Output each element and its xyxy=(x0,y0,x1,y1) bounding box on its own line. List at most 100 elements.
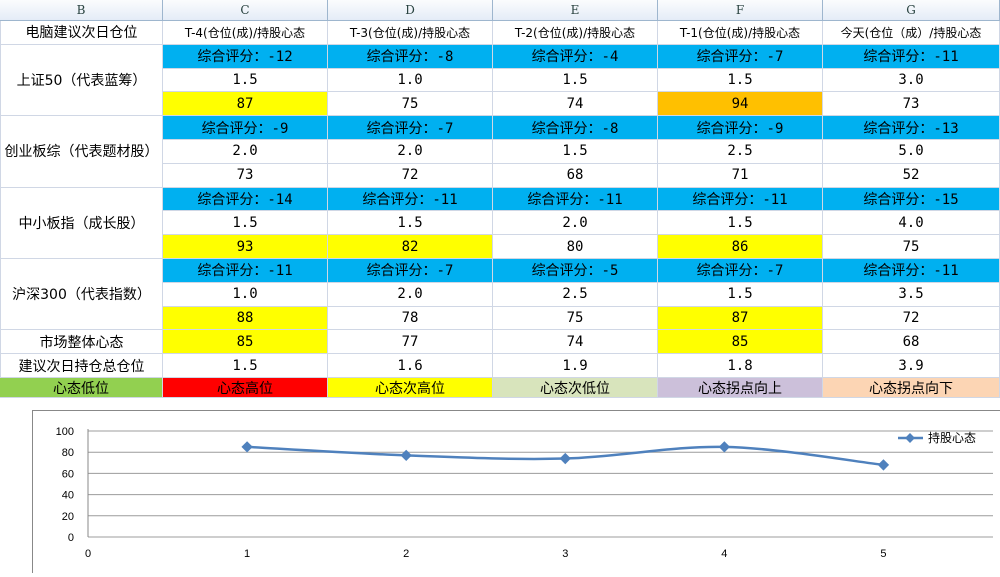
column-header-F[interactable]: F xyxy=(658,0,823,21)
position-cell[interactable]: 2.0 xyxy=(493,211,658,236)
data-point xyxy=(400,449,412,462)
total-position-label[interactable]: 建议次日持仓总仓位 xyxy=(0,354,163,378)
header-day-3[interactable]: T-1(仓位(成)/持股心态 xyxy=(658,21,823,45)
mood-cell[interactable]: 86 xyxy=(658,235,823,259)
score-cell[interactable]: 综合评分：-11 xyxy=(823,44,1000,69)
mood-cell[interactable]: 73 xyxy=(163,163,328,188)
line-chart[interactable]: 0 20 40 60 80 100 0 1 2 3 4 5 持股心态 xyxy=(32,410,1000,573)
position-cell[interactable]: 5.0 xyxy=(823,140,1000,164)
position-cell[interactable]: 1.5 xyxy=(163,68,328,93)
score-cell[interactable]: 综合评分：-7 xyxy=(328,116,493,140)
score-cell[interactable]: 综合评分：-13 xyxy=(823,116,1000,140)
score-cell[interactable]: 综合评分：-7 xyxy=(658,259,823,283)
legend-swatch[interactable]: 心态次高位 xyxy=(328,378,493,398)
mood-cell[interactable]: 87 xyxy=(163,92,328,117)
score-cell[interactable]: 综合评分：-4 xyxy=(493,44,658,69)
header-day-4[interactable]: 今天(仓位（成）/持股心态 xyxy=(823,21,1000,45)
total-position-cell[interactable]: 1.8 xyxy=(658,354,823,378)
legend-swatch[interactable]: 心态高位 xyxy=(163,378,328,398)
mood-cell[interactable]: 68 xyxy=(493,163,658,188)
legend-swatch[interactable]: 心态低位 xyxy=(0,378,163,398)
mood-cell[interactable]: 82 xyxy=(328,235,493,259)
position-cell[interactable]: 2.0 xyxy=(328,140,493,164)
mood-cell[interactable]: 78 xyxy=(328,306,493,331)
position-cell[interactable]: 1.5 xyxy=(328,211,493,236)
score-cell[interactable]: 综合评分：-7 xyxy=(658,44,823,69)
total-position-cell[interactable]: 1.5 xyxy=(163,354,328,378)
score-cell[interactable]: 综合评分：-12 xyxy=(163,44,328,69)
position-cell[interactable]: 4.0 xyxy=(823,211,1000,236)
mood-cell[interactable]: 74 xyxy=(493,92,658,117)
position-cell[interactable]: 1.5 xyxy=(493,68,658,93)
legend-swatch[interactable]: 心态拐点向下 xyxy=(823,378,1000,398)
column-header-E[interactable]: E xyxy=(493,0,658,21)
total-position-cell[interactable]: 3.9 xyxy=(823,354,1000,378)
score-cell[interactable]: 综合评分：-15 xyxy=(823,187,1000,212)
position-cell[interactable]: 1.0 xyxy=(163,282,328,307)
mood-cell[interactable]: 80 xyxy=(493,235,658,259)
score-cell[interactable]: 综合评分：-11 xyxy=(163,259,328,283)
score-cell[interactable]: 综合评分：-11 xyxy=(823,259,1000,283)
legend-swatch[interactable]: 心态拐点向上 xyxy=(658,378,823,398)
mood-cell[interactable]: 75 xyxy=(328,92,493,117)
market-mood-cell[interactable]: 85 xyxy=(658,330,823,355)
position-cell[interactable]: 3.0 xyxy=(823,68,1000,93)
position-cell[interactable]: 1.5 xyxy=(658,282,823,307)
mood-cell[interactable]: 71 xyxy=(658,163,823,188)
position-cell[interactable]: 1.5 xyxy=(163,211,328,236)
mood-cell[interactable]: 75 xyxy=(823,235,1000,259)
column-header-C[interactable]: C xyxy=(163,0,328,21)
mood-cell[interactable]: 52 xyxy=(823,163,1000,188)
position-cell[interactable]: 1.0 xyxy=(328,68,493,93)
mood-cell[interactable]: 94 xyxy=(658,92,823,117)
position-cell[interactable]: 1.5 xyxy=(493,140,658,164)
position-cell[interactable]: 2.5 xyxy=(658,140,823,164)
mood-cell[interactable]: 75 xyxy=(493,306,658,331)
score-cell[interactable]: 综合评分：-9 xyxy=(658,116,823,140)
market-mood-cell[interactable]: 77 xyxy=(328,330,493,355)
score-cell[interactable]: 综合评分：-8 xyxy=(328,44,493,69)
position-cell[interactable]: 3.5 xyxy=(823,282,1000,307)
header-row-label[interactable]: 电脑建议次日仓位 xyxy=(0,21,163,45)
mood-cell[interactable]: 93 xyxy=(163,235,328,259)
x-tick-label: 5 xyxy=(880,548,886,560)
header-day-2[interactable]: T-2(仓位(成)/持股心态 xyxy=(493,21,658,45)
column-header-G[interactable]: G xyxy=(823,0,1000,21)
position-cell[interactable]: 1.5 xyxy=(658,211,823,236)
x-tick-label: 3 xyxy=(562,548,568,560)
mood-cell[interactable]: 87 xyxy=(658,306,823,331)
header-day-0[interactable]: T-4(仓位(成)/持股心态 xyxy=(163,21,328,45)
position-cell[interactable]: 2.0 xyxy=(328,282,493,307)
x-tick-label: 1 xyxy=(244,548,250,560)
mood-cell[interactable]: 72 xyxy=(328,163,493,188)
market-mood-cell[interactable]: 74 xyxy=(493,330,658,355)
group-label[interactable]: 中小板指（成长股） xyxy=(0,187,163,259)
score-cell[interactable]: 综合评分：-14 xyxy=(163,187,328,212)
total-position-cell[interactable]: 1.6 xyxy=(328,354,493,378)
score-cell[interactable]: 综合评分：-9 xyxy=(163,116,328,140)
header-day-1[interactable]: T-3(仓位(成)/持股心态 xyxy=(328,21,493,45)
legend-swatch[interactable]: 心态次低位 xyxy=(493,378,658,398)
mood-cell[interactable]: 72 xyxy=(823,306,1000,331)
score-cell[interactable]: 综合评分：-11 xyxy=(493,187,658,212)
market-mood-label[interactable]: 市场整体心态 xyxy=(0,330,163,355)
score-cell[interactable]: 综合评分：-11 xyxy=(328,187,493,212)
mood-cell[interactable]: 88 xyxy=(163,306,328,331)
position-cell[interactable]: 1.5 xyxy=(658,68,823,93)
position-cell[interactable]: 2.0 xyxy=(163,140,328,164)
column-header-D[interactable]: D xyxy=(328,0,493,21)
position-cell[interactable]: 2.5 xyxy=(493,282,658,307)
score-cell[interactable]: 综合评分：-7 xyxy=(328,259,493,283)
group-label[interactable]: 沪深300（代表指数） xyxy=(0,259,163,331)
legend-label: 持股心态 xyxy=(928,430,976,445)
score-cell[interactable]: 综合评分：-11 xyxy=(658,187,823,212)
score-cell[interactable]: 综合评分：-5 xyxy=(493,259,658,283)
column-header-B[interactable]: B xyxy=(0,0,163,21)
market-mood-cell[interactable]: 68 xyxy=(823,330,1000,355)
total-position-cell[interactable]: 1.9 xyxy=(493,354,658,378)
group-label[interactable]: 创业板综（代表题材股） xyxy=(0,116,163,188)
mood-cell[interactable]: 73 xyxy=(823,92,1000,117)
market-mood-cell[interactable]: 85 xyxy=(163,330,328,355)
group-label[interactable]: 上证50（代表蓝筹） xyxy=(0,44,163,117)
score-cell[interactable]: 综合评分：-8 xyxy=(493,116,658,140)
